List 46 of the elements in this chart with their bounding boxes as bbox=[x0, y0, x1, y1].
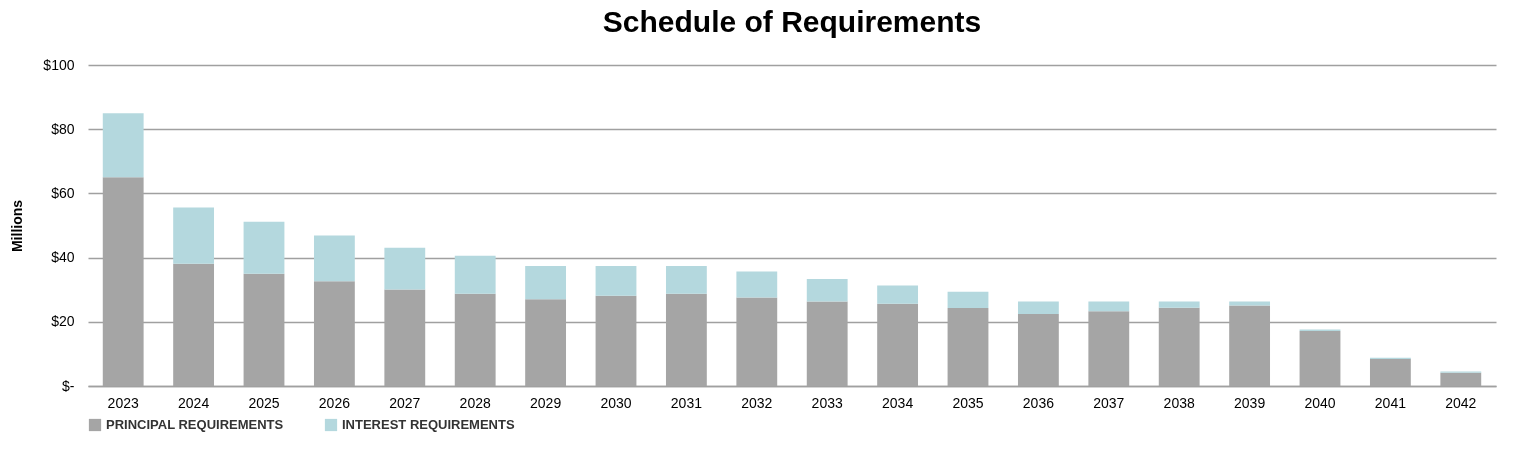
x-tick-label: 2025 bbox=[248, 394, 280, 411]
bar bbox=[243, 221, 285, 274]
bar bbox=[454, 255, 496, 294]
y-tick-label: $80 bbox=[51, 120, 75, 137]
x-tick-label: 2032 bbox=[741, 394, 773, 411]
x-tick-label: 2037 bbox=[1093, 394, 1125, 411]
bar bbox=[1088, 301, 1130, 312]
x-tick-label: 2040 bbox=[1304, 394, 1336, 411]
x-tick-label: 2033 bbox=[811, 394, 843, 411]
x-tick-label: 2028 bbox=[459, 394, 491, 411]
bar bbox=[665, 265, 707, 294]
x-tick-label: 2031 bbox=[670, 394, 703, 411]
x-tick-label: 2042 bbox=[1445, 394, 1477, 411]
bar bbox=[525, 265, 567, 300]
x-tick-label: 2024 bbox=[178, 394, 210, 411]
bar bbox=[736, 271, 778, 298]
x-tick-label: 2029 bbox=[530, 394, 562, 411]
x-tick-label: 2030 bbox=[600, 394, 632, 411]
y-tick-label: $40 bbox=[51, 249, 75, 266]
bar bbox=[173, 207, 215, 264]
legend-label: INTEREST REQUIREMENTS bbox=[342, 417, 515, 432]
bar bbox=[102, 113, 144, 178]
x-tick-label: 2034 bbox=[882, 394, 914, 411]
y-tick-label: $- bbox=[62, 377, 75, 394]
x-tick-label: 2039 bbox=[1234, 394, 1266, 411]
x-tick-label: 2026 bbox=[318, 394, 351, 411]
bar bbox=[877, 285, 919, 304]
bar bbox=[1017, 301, 1059, 315]
y-tick-label: $100 bbox=[43, 56, 75, 73]
x-tick-label: 2035 bbox=[952, 394, 984, 411]
bar bbox=[313, 235, 355, 282]
bar bbox=[947, 291, 989, 308]
x-tick-label: 2038 bbox=[1163, 394, 1195, 411]
x-tick-label: 2023 bbox=[107, 394, 139, 411]
y-tick-label: $20 bbox=[51, 313, 75, 330]
y-tick-label: $60 bbox=[51, 184, 75, 201]
bar bbox=[595, 265, 637, 296]
x-tick-label: 2036 bbox=[1022, 394, 1055, 411]
x-tick-label: 2041 bbox=[1374, 394, 1407, 411]
bar bbox=[1158, 301, 1200, 308]
bar bbox=[384, 247, 426, 290]
legend-label: PRINCIPAL REQUIREMENTS bbox=[106, 417, 284, 432]
y-axis-title: Millions bbox=[9, 199, 26, 253]
chart-title: Schedule of Requirements bbox=[602, 5, 982, 38]
x-tick-label: 2027 bbox=[389, 394, 421, 411]
bar bbox=[806, 279, 848, 302]
